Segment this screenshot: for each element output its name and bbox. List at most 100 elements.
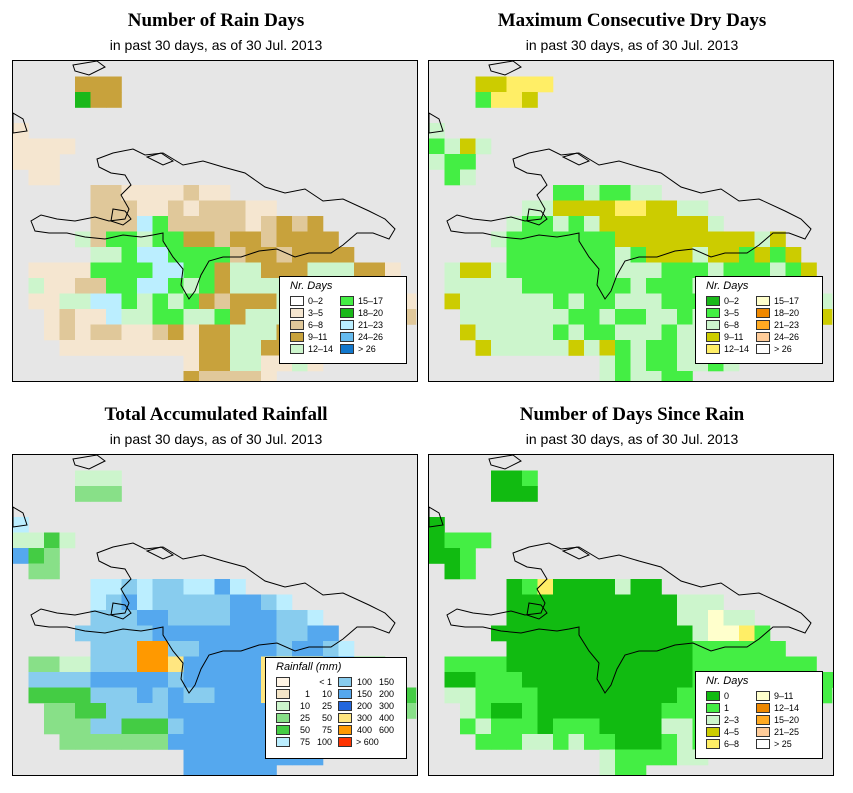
grid-cell [491, 76, 507, 93]
grid-cell [245, 594, 262, 611]
grid-cell [199, 718, 215, 735]
grid-cell [584, 200, 600, 217]
grid-cell [599, 216, 616, 232]
grid-cell [444, 687, 461, 704]
grid-cell [183, 200, 200, 217]
legend-lo: 150 [356, 689, 372, 699]
grid-cell [75, 262, 91, 279]
grid-cell [354, 262, 370, 279]
grid-cell [168, 610, 184, 626]
grid-cell [661, 749, 678, 766]
grid-cell [152, 340, 169, 356]
grid-cell [245, 231, 262, 248]
grid-cell [630, 355, 647, 372]
grid-cell [199, 185, 215, 201]
legend-swatch [756, 727, 770, 737]
grid-cell [553, 672, 569, 688]
grid-cell [168, 672, 184, 688]
legend-swatch [290, 320, 304, 330]
grid-cell [214, 262, 231, 279]
grid-cell [168, 625, 184, 642]
grid-cell [230, 355, 246, 372]
grid-cell [261, 340, 277, 356]
grid-cell [568, 200, 585, 217]
grid-cell [522, 718, 538, 735]
grid-cell [646, 749, 662, 766]
grid-cell [460, 532, 476, 549]
legend-title: Nr. Days [706, 675, 749, 687]
grid-cell [615, 324, 631, 341]
grid-cell [615, 262, 631, 279]
legend-label: 0 [724, 691, 730, 701]
grid-cell [584, 672, 600, 688]
grid-cell [646, 641, 662, 657]
grid-cell [44, 293, 60, 310]
grid-cell [661, 672, 678, 688]
legend-hi: 400 [378, 713, 394, 723]
grid-cell [307, 262, 324, 279]
grid-cell [183, 656, 200, 673]
grid-cell [599, 262, 616, 279]
coastline [488, 61, 522, 76]
grid-cell [661, 247, 678, 263]
grid-cell [460, 154, 476, 170]
grid-cell [245, 293, 262, 310]
grid-cell [75, 76, 91, 93]
grid-cell [584, 324, 600, 341]
grid-cell [444, 672, 461, 688]
grid-cell [106, 340, 122, 356]
grid-cell [584, 247, 600, 263]
grid-cell [646, 355, 662, 372]
panel-title: Maximum Consecutive Dry Days [497, 10, 767, 31]
legend-swatch [338, 701, 352, 711]
grid-cell [522, 641, 538, 657]
grid-cell [59, 293, 76, 310]
grid-cell [121, 610, 138, 626]
coastline [561, 546, 591, 560]
grid-cell [537, 340, 554, 356]
grid-cell [723, 656, 740, 673]
grid-cell [245, 687, 262, 704]
grid-cell [522, 92, 538, 108]
grid-cell [214, 355, 231, 372]
grid-cell [261, 247, 277, 263]
grid-cell [584, 293, 600, 310]
grid-cell [692, 231, 709, 248]
grid-cell [106, 718, 122, 735]
grid-cell [137, 610, 153, 626]
grid-cell [121, 718, 138, 735]
grid-cell [121, 324, 138, 341]
grid-cell [199, 594, 215, 611]
grid-cell [106, 262, 122, 279]
grid-cell [599, 749, 616, 766]
grid-cell [630, 641, 647, 657]
grid-cell [183, 579, 200, 595]
grid-cell [460, 278, 476, 294]
legend-lo: 400 [356, 725, 372, 735]
grid-cell [506, 579, 523, 595]
grid-cell [646, 200, 662, 217]
grid-cell [615, 371, 631, 381]
grid-cell [615, 718, 631, 735]
grid-cell [444, 154, 461, 170]
grid-cell [121, 231, 138, 248]
grid-cell [646, 672, 662, 688]
grid-cell [245, 656, 262, 673]
grid-cell [59, 324, 76, 341]
grid-cell [661, 718, 678, 735]
grid-cell [568, 672, 585, 688]
grid-cell [522, 625, 538, 642]
grid-cell [677, 718, 693, 735]
grid-cell [28, 293, 45, 310]
grid-cell [59, 687, 76, 704]
grid-cell [677, 247, 693, 263]
grid-cell [199, 687, 215, 704]
legend-label: 2–3 [724, 715, 740, 725]
grid-cell [692, 610, 709, 626]
grid-cell [137, 231, 153, 248]
grid-cell [137, 703, 153, 719]
grid-cell [230, 231, 246, 248]
grid-cell [75, 293, 91, 310]
legend-label: 9–11 [724, 332, 744, 342]
grid-cell [199, 231, 215, 248]
